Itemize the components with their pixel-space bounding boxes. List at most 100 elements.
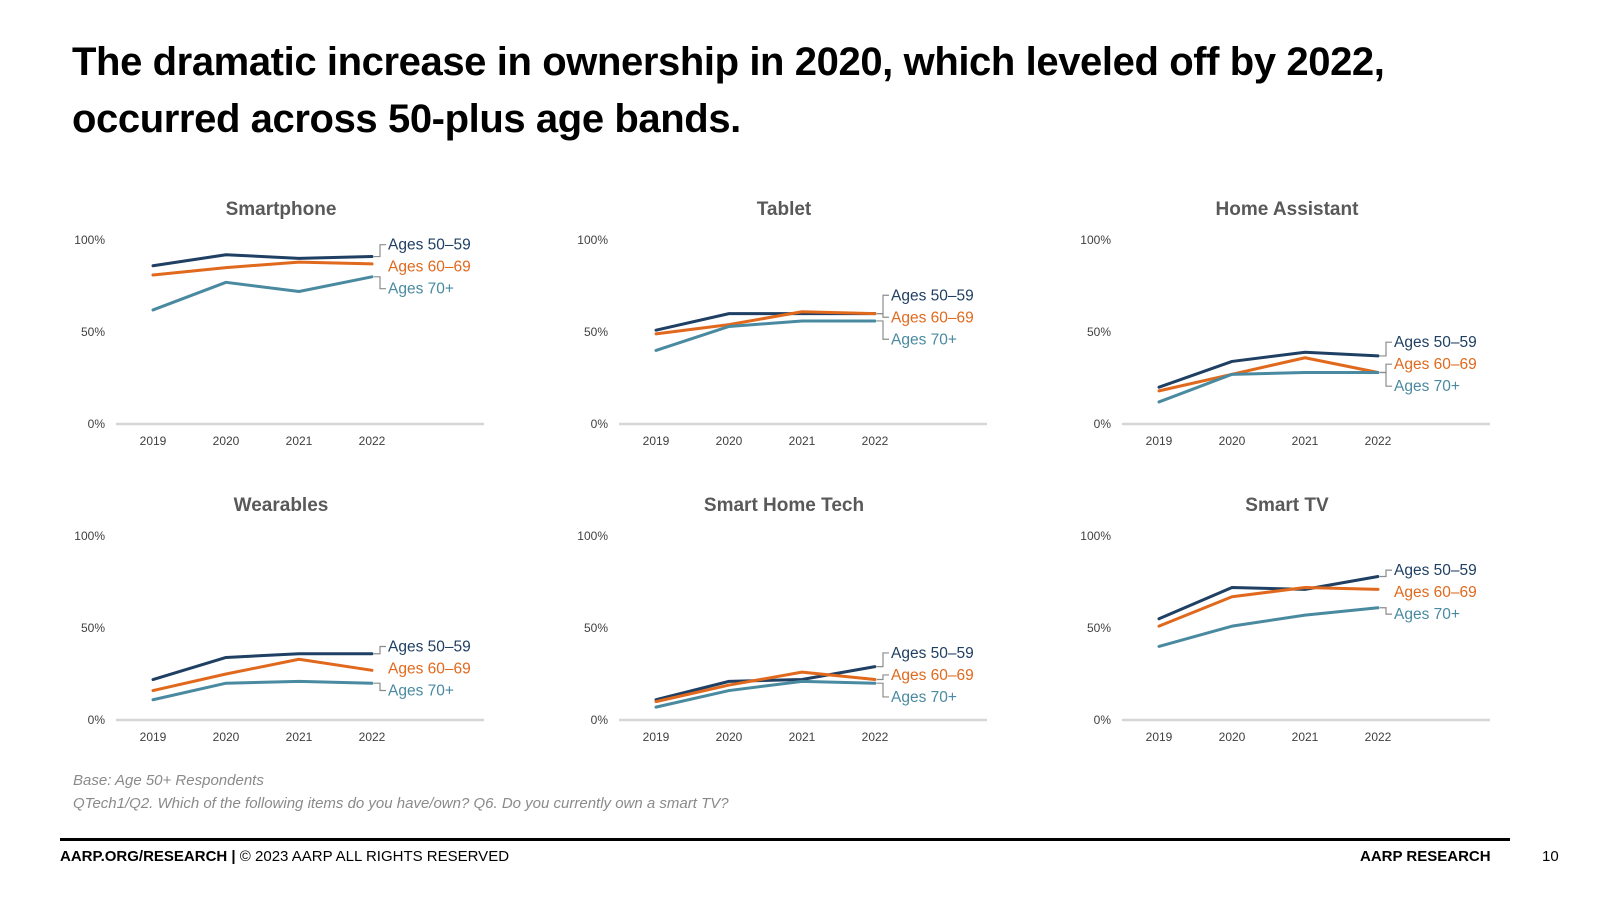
series-label-ages-70: Ages 70+ (1394, 378, 1460, 395)
series-label-ages-50-59: Ages 50–59 (1394, 334, 1477, 351)
x-tick-label: 2019 (140, 730, 167, 744)
title-line-2: occurred across 50-plus age bands. (72, 97, 741, 141)
footer-divider (60, 838, 1510, 841)
label-connector (877, 313, 889, 318)
y-tick-label: 100% (74, 529, 105, 543)
label-connector (1380, 569, 1392, 578)
x-tick-label: 2022 (862, 434, 889, 448)
chart-title: Home Assistant (1216, 199, 1360, 220)
series-line-ages-50-59 (1157, 574, 1380, 621)
label-connector (877, 294, 889, 315)
x-tick-label: 2020 (213, 434, 240, 448)
y-tick-label: 100% (577, 233, 608, 247)
page-number: 10 (1542, 848, 1559, 865)
x-tick-label: 2020 (213, 730, 240, 744)
label-connector (1380, 363, 1392, 374)
series-label-ages-60-69: Ages 60–69 (1394, 584, 1477, 601)
x-tick-label: 2021 (286, 434, 313, 448)
y-tick-label: 50% (584, 621, 608, 635)
chart-panel-smartphone: Smartphone 0% 50% 100% 2019 2020 2021 2022 Ages … (74, 199, 484, 448)
x-tick-label: 2022 (359, 730, 386, 744)
label-connector (374, 682, 386, 692)
series-line-ages-50-59 (151, 652, 374, 682)
x-tick-label: 2022 (1365, 730, 1392, 744)
base-footnote: Base: Age 50+ Respondents (73, 772, 264, 789)
x-tick-label: 2021 (1292, 434, 1319, 448)
label-connector (1380, 607, 1392, 615)
title-line-1: The dramatic increase in ownership in 20… (72, 40, 1385, 84)
series-label-ages-70: Ages 70+ (891, 331, 957, 348)
chart-title: Smartphone (226, 199, 337, 220)
series-label-ages-60-69: Ages 60–69 (891, 309, 974, 326)
series-line-ages-60-69 (1157, 586, 1380, 628)
y-tick-label: 0% (591, 713, 609, 727)
label-connector (374, 645, 386, 655)
series-label-ages-70: Ages 70+ (891, 689, 957, 706)
series-label-ages-60-69: Ages 60–69 (388, 259, 471, 276)
x-tick-label: 2020 (716, 434, 743, 448)
y-tick-label: 50% (1087, 325, 1111, 339)
series-line-ages-70 (1157, 606, 1380, 648)
series-line-ages-70 (654, 319, 877, 352)
chart-title: Smart TV (1245, 495, 1329, 516)
footer-separator: | (227, 848, 240, 865)
label-connector (1380, 341, 1392, 357)
series-label-ages-50-59: Ages 50–59 (1394, 562, 1477, 579)
series-line-ages-70 (151, 275, 374, 312)
x-tick-label: 2019 (1146, 730, 1173, 744)
x-tick-label: 2022 (862, 730, 889, 744)
x-tick-label: 2021 (789, 434, 816, 448)
series-label-ages-50-59: Ages 50–59 (891, 645, 974, 662)
label-connector (877, 682, 889, 698)
y-tick-label: 0% (88, 713, 106, 727)
x-tick-label: 2020 (1219, 434, 1246, 448)
y-tick-label: 0% (88, 417, 106, 431)
x-tick-label: 2022 (1365, 434, 1392, 448)
x-tick-label: 2019 (643, 730, 670, 744)
chart-panel-home-assistant: Home Assistant 0% 50% 100% 2019 2020 2021 2022 A… (1080, 199, 1490, 448)
x-tick-label: 2021 (789, 730, 816, 744)
series-line-ages-50-59 (151, 253, 374, 268)
x-tick-label: 2020 (1219, 730, 1246, 744)
series-line-ages-50-59 (654, 665, 877, 702)
footer-site: AARP.ORG/RESEARCH (60, 848, 228, 865)
series-label-ages-60-69: Ages 60–69 (891, 667, 974, 684)
page-title: The dramatic increase in ownership in 20… (72, 34, 1472, 148)
series-label-ages-70: Ages 70+ (388, 281, 454, 298)
footer-credits: AARP.ORG/RESEARCH | © 2023 AARP ALL RIGH… (60, 848, 509, 865)
label-connector (374, 276, 386, 290)
chart-panel-smart-home-tech: Smart Home Tech 0% 50% 100% 2019 2020 2021 2022… (577, 495, 987, 744)
x-tick-label: 2019 (140, 434, 167, 448)
series-label-ages-70: Ages 70+ (1394, 606, 1460, 623)
y-tick-label: 100% (577, 529, 608, 543)
series-line-ages-60-69 (151, 657, 374, 693)
series-line-ages-70 (654, 679, 877, 709)
series-line-ages-50-59 (1157, 350, 1380, 389)
chart-title: Smart Home Tech (704, 495, 864, 516)
label-connector (877, 320, 889, 340)
series-line-ages-60-69 (654, 310, 877, 336)
x-tick-label: 2019 (643, 434, 670, 448)
y-tick-label: 50% (1087, 621, 1111, 635)
y-tick-label: 0% (1094, 713, 1112, 727)
y-tick-label: 100% (1080, 529, 1111, 543)
chart-panel-wearables: Wearables 0% 50% 100% 2019 2020 2021 2022 Ages 5… (74, 495, 484, 744)
x-tick-label: 2020 (716, 730, 743, 744)
series-line-ages-70 (1157, 370, 1380, 404)
chart-title: Tablet (757, 199, 812, 220)
x-tick-label: 2021 (1292, 730, 1319, 744)
label-connector (877, 652, 889, 668)
x-tick-label: 2021 (286, 730, 313, 744)
series-label-ages-60-69: Ages 60–69 (388, 660, 471, 677)
y-tick-label: 50% (81, 621, 105, 635)
label-connector (1380, 371, 1392, 387)
y-tick-label: 100% (74, 233, 105, 247)
series-line-ages-60-69 (1157, 356, 1380, 393)
series-line-ages-60-69 (654, 670, 877, 704)
series-line-ages-70 (151, 679, 374, 702)
x-tick-label: 2019 (1146, 434, 1173, 448)
x-tick-label: 2022 (359, 434, 386, 448)
chart-panel-smart-tv: Smart TV 0% 50% 100% 2019 2020 2021 2022 Ages 50… (1080, 495, 1490, 744)
chart-panel-tablet: Tablet 0% 50% 100% 2019 2020 2021 2022 Ages 50–5… (577, 199, 987, 448)
